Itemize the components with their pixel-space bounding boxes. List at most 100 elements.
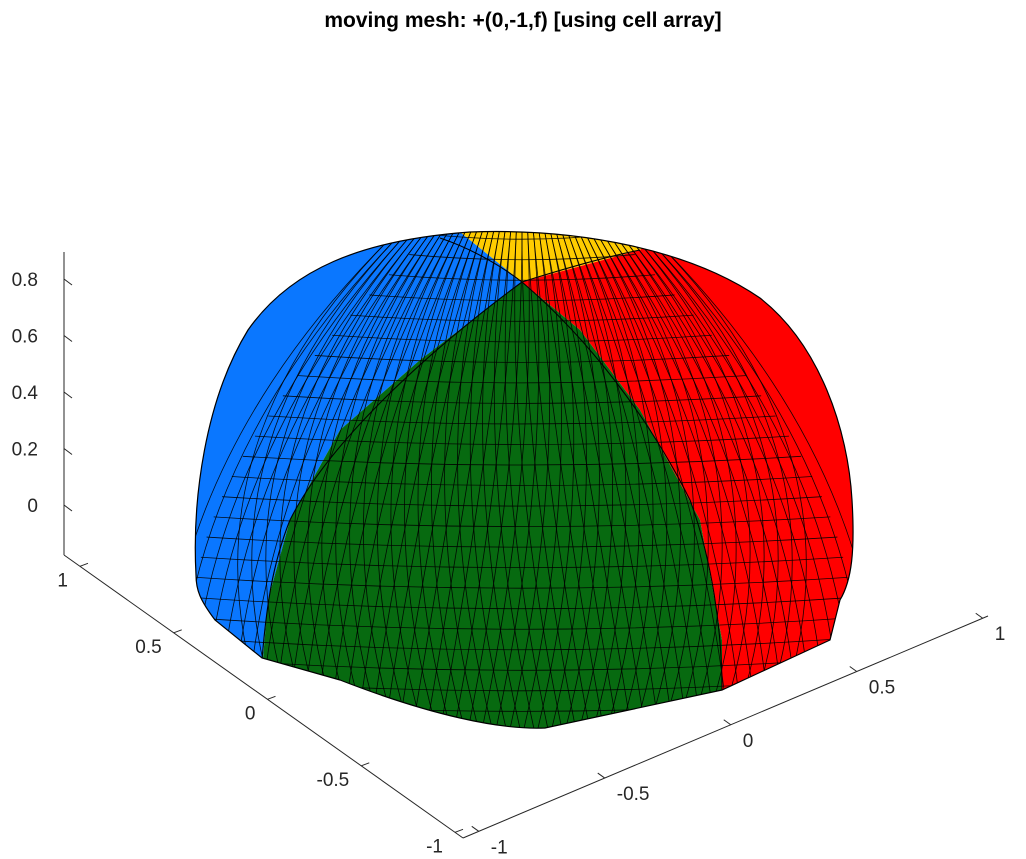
y-axis-line [63, 554, 464, 839]
mesh-line [206, 536, 838, 548]
z-tick-label: 0.4 [12, 383, 39, 404]
z-tick-mark [63, 278, 73, 286]
mesh-line [254, 435, 790, 445]
mesh-line [390, 231, 461, 729]
dome-outline [194, 230, 854, 729]
mesh-line [200, 556, 844, 569]
mesh-line [213, 516, 831, 527]
mesh-line [514, 231, 569, 729]
mesh-line [444, 231, 488, 729]
mesh-line [376, 231, 456, 729]
y-tick-label: -0.5 [317, 770, 350, 791]
mesh-line [431, 231, 478, 729]
y-tick-label: 0.5 [135, 637, 161, 658]
x-tick-mark [975, 612, 984, 619]
x-tick-label: -0.5 [617, 784, 650, 805]
z-tick-mark [63, 391, 73, 399]
patch-yellow [400, 231, 700, 282]
mesh-line [482, 231, 528, 729]
mesh-line [457, 231, 501, 729]
mesh-line [544, 231, 637, 729]
chart-title: moving mesh: +(0,-1,f) [using cell array… [324, 9, 721, 32]
x-axis-ticks: -1 -0.5 0 0.5 1 [471, 612, 1006, 858]
z-tick-label: 0.2 [12, 440, 38, 461]
mesh-line [434, 231, 512, 729]
mesh-line [420, 231, 506, 729]
mesh-line [469, 231, 515, 729]
mesh-line [352, 231, 478, 729]
x-tick-mark [597, 772, 606, 779]
boundary-yellow-blue [439, 237, 523, 283]
mesh-line [502, 231, 551, 729]
mesh-line [195, 231, 411, 729]
mesh-line [366, 231, 484, 729]
mesh-line [527, 231, 596, 729]
mesh-line [622, 231, 751, 729]
boundary-blue-green [261, 281, 523, 661]
mesh-line [566, 231, 613, 729]
mesh-line [529, 231, 575, 729]
mesh-line [363, 231, 450, 729]
mesh-line [504, 231, 556, 729]
mesh-line [380, 231, 489, 729]
y-tick-mark [361, 762, 370, 767]
mesh-line [417, 231, 472, 729]
mesh-line [566, 231, 692, 729]
y-axis-ticks: 1 0.5 0 -0.5 -1 [57, 562, 464, 857]
mesh-line [298, 375, 746, 384]
x-tick-label: 0 [743, 731, 754, 752]
mesh-line [616, 231, 737, 729]
mesh-line [572, 231, 627, 729]
mesh-line [549, 231, 651, 729]
mesh-line [335, 231, 439, 729]
mesh-line [195, 231, 400, 729]
boundary-yellow-red [521, 249, 641, 283]
mesh-line [448, 231, 517, 729]
y-tick-label: -1 [426, 836, 443, 857]
y-tick-mark [267, 695, 276, 700]
z-axis-ticks: 0 0.2 0.4 0.6 0.8 [12, 270, 73, 517]
mesh-line [222, 496, 822, 507]
boundary-red-green [521, 281, 723, 691]
z-tick-mark [63, 448, 73, 455]
x-tick-label: 1 [995, 624, 1006, 645]
x-tick-label: -1 [491, 837, 508, 858]
z-tick-label: 0 [27, 496, 38, 517]
mesh-line [393, 231, 495, 729]
mesh-line [461, 231, 523, 729]
mesh-line [349, 231, 444, 729]
mesh-line [605, 231, 709, 729]
mesh-line [282, 395, 762, 404]
mesh-line [332, 334, 712, 343]
z-tick-label: 0.8 [12, 270, 38, 291]
x-tick-label: 0.5 [869, 678, 895, 699]
y-tick-label: 0 [245, 703, 256, 724]
mesh-line [538, 231, 624, 729]
mesh-line [560, 231, 678, 729]
mesh-line [314, 355, 730, 363]
mesh-line [516, 231, 562, 729]
mesh-line [493, 231, 542, 729]
mesh-line [644, 231, 854, 729]
y-tick-mark [79, 562, 89, 567]
mesh-line [195, 231, 405, 729]
y-tick-mark [454, 828, 464, 833]
x-axis-line [462, 615, 989, 839]
mesh-line [577, 231, 640, 729]
mesh-line [407, 231, 500, 729]
mesh-line [572, 231, 705, 729]
mesh-line [521, 231, 583, 729]
z-tick-mark [63, 335, 73, 342]
x-tick-mark [471, 825, 480, 832]
mesh-line [195, 617, 852, 630]
mesh-line [195, 637, 853, 651]
y-tick-label: 1 [57, 570, 68, 591]
mesh-line [594, 231, 681, 729]
mesh-line [577, 231, 719, 729]
y-tick-mark [173, 629, 182, 634]
mesh-line [583, 231, 654, 729]
axes [63, 252, 989, 839]
z-tick-label: 0.6 [12, 327, 38, 348]
mesh-line [556, 231, 600, 729]
